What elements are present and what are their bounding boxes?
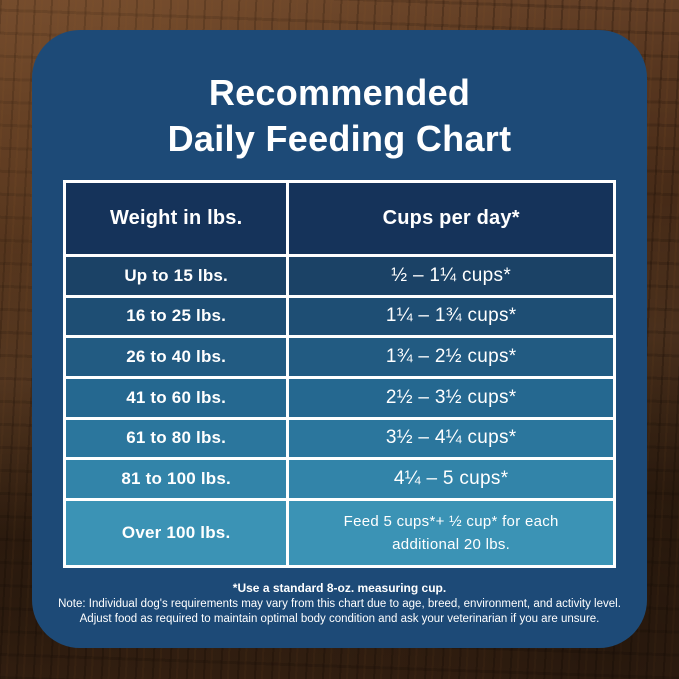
cups-cell: Feed 5 cups*+ ½ cup* for each additional…: [286, 497, 616, 569]
page-title: Recommended Daily Feeding Chart: [32, 70, 647, 162]
title-line-2: Daily Feeding Chart: [167, 118, 512, 160]
cups-cell: ½ – 1¼ cups*: [286, 254, 616, 298]
cups-cell: 4¼ – 5 cups*: [286, 457, 616, 501]
col-header-cups: Cups per day*: [286, 180, 616, 257]
col-header-weight: Weight in lbs.: [62, 180, 290, 257]
table-row: 41 to 60 lbs. 2½ – 3½ cups*: [62, 375, 616, 420]
table-row: 26 to 40 lbs. 1¾ – 2½ cups*: [62, 335, 616, 379]
weight-cell: Over 100 lbs.: [62, 497, 290, 569]
table-row: 61 to 80 lbs. 3½ – 4¼ cups*: [62, 416, 616, 461]
table-row: Up to 15 lbs. ½ – 1¼ cups*: [62, 254, 616, 298]
footnote-measuring-cup: *Use a standard 8-oz. measuring cup.: [232, 581, 447, 595]
footnotes: *Use a standard 8-oz. measuring cup. Not…: [32, 581, 647, 627]
table-row: 16 to 25 lbs. 1¼ – 1¾ cups*: [62, 294, 616, 339]
weight-cell: 61 to 80 lbs.: [62, 416, 290, 461]
weight-cell: 41 to 60 lbs.: [62, 375, 290, 420]
title-line-1: Recommended: [208, 72, 471, 113]
table-row: Over 100 lbs. Feed 5 cups*+ ½ cup* for e…: [62, 497, 616, 569]
table-row: 81 to 100 lbs. 4¼ – 5 cups*: [62, 457, 616, 501]
weight-cell: 26 to 40 lbs.: [62, 335, 290, 379]
table-header-row: Weight in lbs. Cups per day*: [62, 180, 616, 257]
footnote-disclaimer: Note: Individual dog's requirements may …: [58, 598, 621, 611]
cups-cell: 2½ – 3½ cups*: [286, 375, 616, 420]
weight-cell: 81 to 100 lbs.: [62, 457, 290, 501]
weight-cell: Up to 15 lbs.: [62, 254, 290, 298]
cups-cell: 1¼ – 1¾ cups*: [286, 294, 616, 339]
cups-cell-text: Feed 5 cups*+ ½ cup* for each additional…: [343, 512, 559, 553]
cups-cell: 3½ – 4¼ cups*: [286, 416, 616, 461]
footnote-adjust-food: Adjust food as required to maintain opti…: [79, 613, 600, 626]
cups-cell: 1¾ – 2½ cups*: [286, 335, 616, 379]
weight-cell: 16 to 25 lbs.: [62, 294, 290, 339]
feeding-chart-panel: Recommended Daily Feeding Chart Weight i…: [32, 30, 647, 648]
feeding-table: Weight in lbs. Cups per day* Up to 15 lb…: [62, 180, 616, 569]
